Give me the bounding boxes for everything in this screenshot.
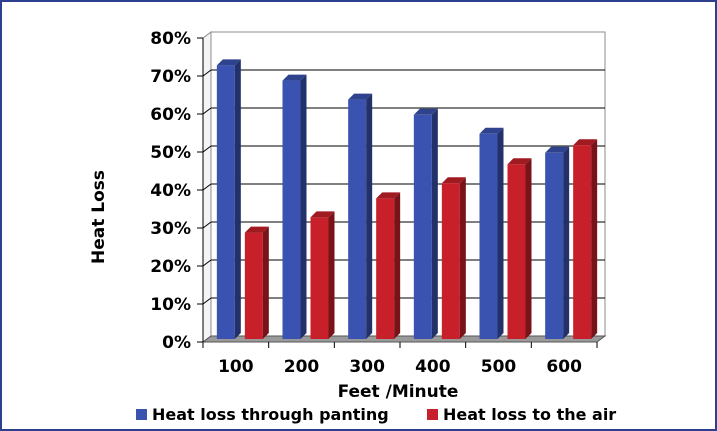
bar-air bbox=[376, 192, 401, 339]
x-tick-label: 200 bbox=[284, 357, 320, 377]
y-axis-ticks: 0% 10% 20% 30% 40% 50% 60% 70% 80% bbox=[150, 29, 203, 353]
gridline-side bbox=[202, 183, 212, 191]
y-tick-label: 10% bbox=[150, 295, 191, 315]
y-tick-label: 80% bbox=[150, 29, 191, 49]
gridline-side bbox=[202, 145, 212, 153]
x-tick-label: 500 bbox=[481, 357, 517, 377]
y-tick-label: 40% bbox=[150, 181, 191, 201]
x-axis-ticks: 100 200 300 400 500 600 bbox=[202, 342, 598, 377]
gridline-side bbox=[202, 297, 212, 305]
legend-label-panting: Heat loss through panting bbox=[152, 405, 389, 424]
grid bbox=[201, 31, 607, 343]
bar-panting bbox=[545, 146, 570, 339]
bars bbox=[216, 59, 598, 340]
y-tick-label: 50% bbox=[150, 143, 191, 163]
x-tick-label: 300 bbox=[349, 357, 385, 377]
bar-air bbox=[310, 211, 335, 339]
bar-panting bbox=[348, 93, 373, 339]
gridline-side bbox=[202, 259, 212, 267]
bar-panting bbox=[282, 74, 307, 339]
bar-panting bbox=[216, 59, 241, 340]
gridline-side bbox=[202, 221, 212, 229]
legend-swatch-air bbox=[427, 409, 438, 420]
y-tick-label: 20% bbox=[150, 257, 191, 277]
bar-panting bbox=[413, 108, 438, 339]
gridline-side bbox=[202, 107, 212, 115]
y-axis-title: Heat Loss bbox=[89, 170, 109, 264]
y-tick-label: 70% bbox=[150, 67, 191, 87]
gridline-side bbox=[202, 69, 212, 77]
x-tick-label: 400 bbox=[415, 357, 451, 377]
x-tick-label: 100 bbox=[218, 357, 254, 377]
x-tick-label: 600 bbox=[546, 357, 582, 377]
bar-air bbox=[441, 177, 466, 339]
legend: Heat loss through panting Heat loss to t… bbox=[136, 405, 616, 424]
bar-air bbox=[244, 226, 269, 339]
y-tick-label: 0% bbox=[162, 333, 191, 353]
bar-air bbox=[573, 139, 598, 339]
y-tick-label: 30% bbox=[150, 219, 191, 239]
bar-air bbox=[507, 158, 532, 339]
legend-swatch-panting bbox=[136, 409, 147, 420]
legend-label-air: Heat loss to the air bbox=[443, 405, 616, 424]
y-tick-label: 60% bbox=[150, 105, 191, 125]
x-axis-title: Feet /Minute bbox=[338, 382, 459, 402]
bar-panting bbox=[479, 127, 504, 339]
